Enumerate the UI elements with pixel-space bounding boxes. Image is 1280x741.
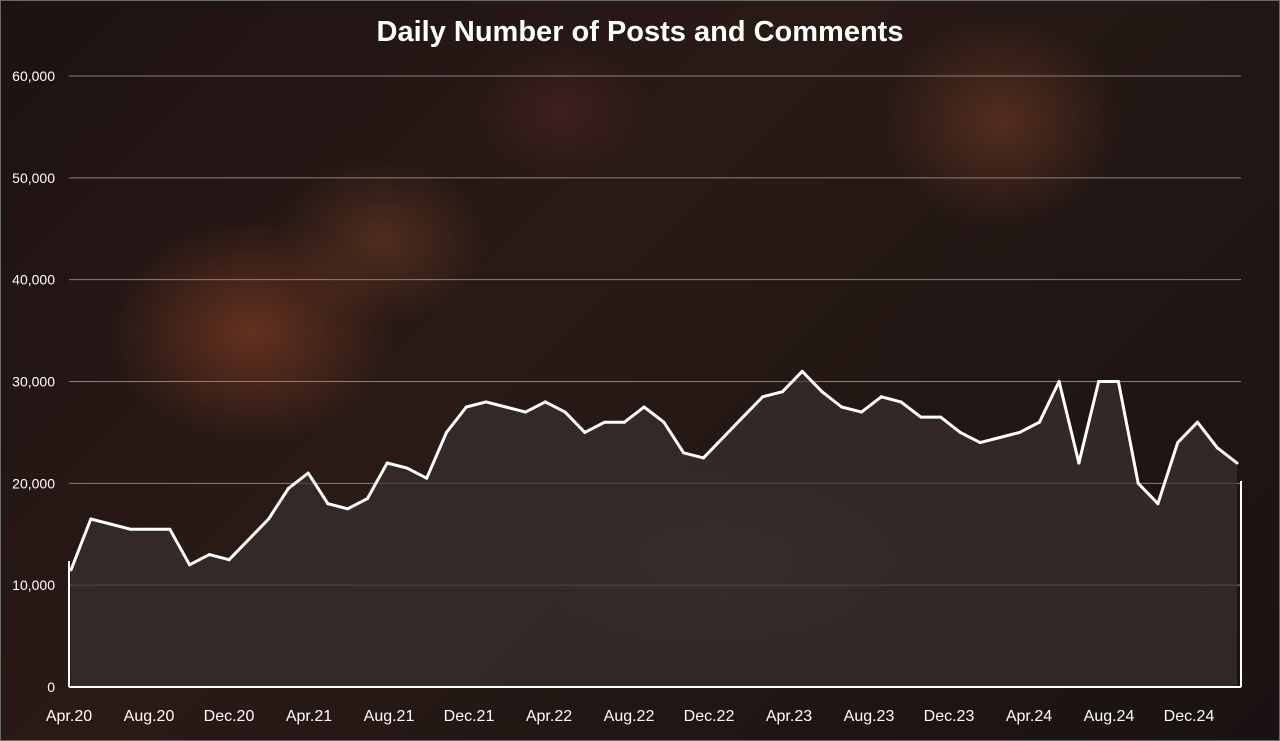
data-point — [188, 563, 192, 567]
data-point — [701, 456, 705, 460]
data-point — [425, 476, 429, 480]
series-area — [71, 371, 1237, 687]
series-line — [69, 369, 1238, 571]
data-point — [464, 405, 468, 409]
data-point — [879, 395, 883, 399]
x-tick-label: Aug.20 — [124, 708, 175, 725]
data-point — [306, 471, 310, 475]
data-point — [326, 502, 330, 506]
data-point — [721, 436, 725, 439]
x-tick-label: Aug.23 — [844, 708, 895, 725]
data-point — [958, 430, 962, 434]
x-tick-label: Apr.23 — [766, 708, 812, 725]
data-point — [148, 527, 152, 531]
x-tick-label: Aug.24 — [1084, 708, 1135, 725]
data-point — [741, 415, 745, 419]
data-point — [800, 369, 804, 373]
data-point — [168, 527, 172, 531]
x-tick-label: Apr.21 — [286, 708, 332, 725]
data-point — [445, 430, 448, 434]
data-point — [227, 558, 231, 562]
data-point — [622, 420, 626, 424]
data-point — [682, 451, 686, 455]
data-point — [978, 441, 982, 445]
data-point — [89, 517, 93, 521]
data-point — [247, 537, 251, 541]
data-point — [860, 410, 863, 414]
x-tick-label: Dec.24 — [1164, 708, 1215, 725]
data-point — [69, 568, 73, 572]
data-point — [365, 497, 369, 501]
data-point — [1196, 420, 1199, 424]
data-point — [1136, 481, 1140, 485]
x-tick-label: Apr.22 — [526, 708, 572, 725]
chart-title: Daily Number of Posts and Comments — [376, 16, 904, 48]
data-point — [504, 405, 508, 409]
data-point — [899, 400, 903, 404]
x-tick-label: Dec.21 — [444, 708, 495, 725]
data-point — [761, 395, 765, 399]
y-tick-label: 20,000 — [12, 475, 55, 491]
data-point — [603, 420, 607, 424]
data-point — [939, 415, 943, 419]
x-tick-label: Aug.21 — [364, 708, 415, 725]
data-point — [1156, 502, 1160, 506]
data-point — [543, 400, 547, 404]
y-tick-label: 0 — [47, 679, 55, 695]
y-tick-label: 60,000 — [12, 68, 55, 84]
data-point — [1037, 420, 1041, 424]
data-point — [524, 410, 527, 414]
data-point — [642, 405, 646, 409]
y-tick-label: 50,000 — [12, 170, 55, 186]
x-tick-label: Dec.22 — [684, 708, 735, 725]
data-point — [1018, 430, 1022, 434]
data-point — [1097, 380, 1101, 383]
data-point — [286, 486, 290, 490]
data-point — [1235, 461, 1239, 465]
y-tick-label: 40,000 — [12, 272, 55, 288]
data-point — [662, 420, 666, 424]
y-tick-label: 10,000 — [12, 577, 55, 593]
data-point — [820, 390, 824, 394]
data-point — [1215, 446, 1219, 450]
data-point — [998, 436, 1002, 439]
x-tick-label: Apr.24 — [1006, 708, 1052, 725]
data-point — [1116, 380, 1120, 383]
data-point — [583, 430, 587, 434]
data-point — [1057, 380, 1061, 383]
data-point — [405, 466, 409, 470]
data-point — [346, 507, 350, 511]
data-point — [484, 400, 488, 404]
data-point — [563, 410, 567, 414]
x-tick-label: Dec.23 — [924, 708, 975, 725]
x-tick-label: Dec.20 — [204, 708, 255, 725]
x-tick-label: Apr.20 — [46, 708, 92, 725]
data-point — [781, 390, 784, 394]
data-point — [128, 527, 132, 531]
data-point — [267, 517, 271, 521]
data-point — [385, 461, 389, 465]
data-point — [1077, 461, 1081, 465]
data-point — [207, 553, 211, 557]
data-point — [840, 405, 844, 409]
y-tick-label: 30,000 — [12, 374, 55, 390]
data-point — [919, 415, 923, 419]
x-tick-label: Aug.22 — [604, 708, 655, 725]
data-point — [1176, 441, 1180, 445]
data-point — [109, 522, 112, 526]
